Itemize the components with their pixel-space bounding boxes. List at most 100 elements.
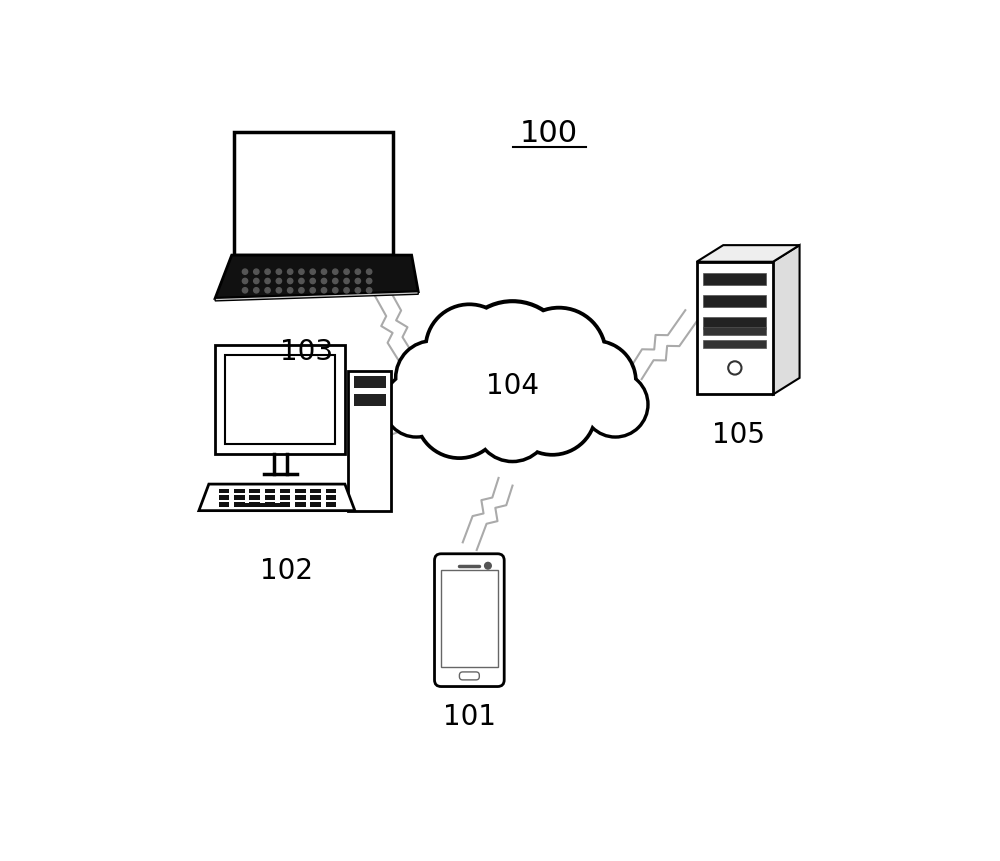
- Circle shape: [333, 279, 338, 284]
- Text: 102: 102: [260, 557, 313, 585]
- Circle shape: [276, 279, 282, 284]
- Bar: [280, 489, 290, 494]
- Bar: [310, 489, 321, 494]
- Bar: [219, 489, 229, 494]
- Bar: [295, 496, 306, 500]
- Bar: [234, 489, 245, 494]
- Bar: [703, 295, 766, 307]
- Circle shape: [299, 269, 304, 275]
- Circle shape: [310, 279, 315, 284]
- Bar: [310, 503, 321, 507]
- Circle shape: [254, 269, 259, 275]
- Text: 103: 103: [280, 338, 333, 366]
- Bar: [295, 503, 306, 507]
- Circle shape: [584, 374, 646, 436]
- Polygon shape: [697, 246, 800, 263]
- Circle shape: [310, 288, 315, 294]
- Circle shape: [366, 269, 372, 275]
- Bar: [234, 496, 245, 500]
- Circle shape: [584, 373, 647, 437]
- Text: 105: 105: [712, 421, 765, 449]
- Circle shape: [366, 279, 372, 284]
- Circle shape: [242, 269, 248, 275]
- Bar: [326, 489, 336, 494]
- Circle shape: [265, 279, 270, 284]
- Circle shape: [276, 269, 282, 275]
- Circle shape: [556, 342, 635, 422]
- Circle shape: [333, 288, 338, 294]
- Bar: [249, 496, 260, 500]
- Circle shape: [385, 374, 447, 436]
- Bar: [703, 274, 766, 286]
- Circle shape: [321, 288, 327, 294]
- Circle shape: [254, 288, 259, 294]
- Text: 100: 100: [520, 119, 578, 147]
- Polygon shape: [199, 485, 355, 511]
- Circle shape: [355, 288, 361, 294]
- Bar: [703, 327, 766, 335]
- Bar: [326, 496, 336, 500]
- Circle shape: [477, 389, 548, 461]
- Bar: [441, 571, 498, 666]
- Circle shape: [418, 373, 501, 456]
- Bar: [219, 496, 229, 500]
- Bar: [249, 489, 260, 494]
- Bar: [703, 318, 766, 330]
- Polygon shape: [215, 292, 418, 301]
- Circle shape: [355, 269, 361, 275]
- Circle shape: [396, 342, 469, 415]
- Circle shape: [333, 269, 338, 275]
- Text: 104: 104: [486, 371, 539, 399]
- Bar: [295, 489, 306, 494]
- Circle shape: [355, 279, 361, 284]
- Bar: [219, 503, 229, 507]
- Circle shape: [254, 279, 259, 284]
- Bar: [249, 503, 260, 507]
- Bar: [265, 503, 275, 507]
- Circle shape: [287, 288, 293, 294]
- Bar: [280, 503, 290, 507]
- Circle shape: [366, 288, 372, 294]
- Circle shape: [242, 279, 248, 284]
- Bar: [354, 376, 386, 388]
- Bar: [265, 489, 275, 494]
- Polygon shape: [773, 246, 800, 395]
- Circle shape: [485, 563, 491, 569]
- FancyBboxPatch shape: [459, 672, 479, 680]
- Circle shape: [509, 369, 595, 455]
- Polygon shape: [215, 256, 418, 299]
- Bar: [354, 395, 386, 407]
- Bar: [242, 503, 282, 508]
- Circle shape: [397, 343, 468, 414]
- Circle shape: [344, 269, 349, 275]
- Circle shape: [456, 302, 569, 415]
- Circle shape: [321, 279, 327, 284]
- Circle shape: [242, 288, 248, 294]
- Circle shape: [557, 344, 634, 420]
- FancyBboxPatch shape: [435, 554, 504, 687]
- Circle shape: [344, 279, 349, 284]
- Bar: [215, 345, 345, 455]
- Bar: [234, 503, 245, 507]
- Circle shape: [310, 269, 315, 275]
- Circle shape: [458, 304, 567, 413]
- Bar: [265, 496, 275, 500]
- Circle shape: [510, 370, 594, 454]
- Bar: [280, 496, 290, 500]
- Bar: [225, 356, 335, 445]
- Bar: [232, 362, 328, 438]
- Circle shape: [428, 307, 511, 390]
- Circle shape: [512, 309, 605, 401]
- Circle shape: [287, 279, 293, 284]
- Circle shape: [265, 269, 270, 275]
- Circle shape: [299, 288, 304, 294]
- Bar: [310, 496, 321, 500]
- Bar: [326, 503, 336, 507]
- Bar: [242, 141, 385, 248]
- Bar: [703, 341, 766, 349]
- Circle shape: [299, 279, 304, 284]
- Circle shape: [321, 269, 327, 275]
- Text: 101: 101: [443, 703, 496, 730]
- Circle shape: [416, 372, 503, 458]
- Circle shape: [265, 288, 270, 294]
